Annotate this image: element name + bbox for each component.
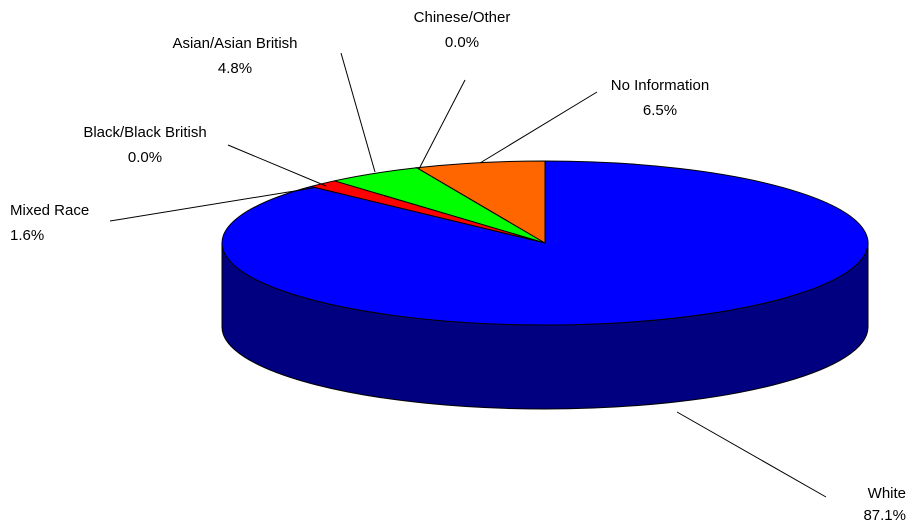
label-name-black: Black/Black British [83, 124, 206, 141]
label-name-white: White [868, 485, 906, 502]
pie-body [221, 160, 869, 410]
label-name-asian: Asian/Asian British [172, 35, 297, 52]
label-pct-chinese: 0.0% [445, 34, 479, 51]
label-pct-black: 0.0% [128, 149, 162, 166]
leader-line-white [676, 411, 827, 498]
label-name-chinese: Chinese/Other [414, 9, 511, 26]
label-name-noinfo: No Information [611, 77, 709, 94]
pie-slice-noinfo [415, 160, 546, 244]
leader-line-noinfo [479, 91, 598, 164]
slice-labels: White 87.1% Mixed Race 1.6% Black/Black Brit… [10, 9, 906, 524]
label-pct-asian: 4.8% [218, 60, 252, 77]
leader-line-chinese [418, 79, 466, 170]
label-pct-noinfo: 6.5% [643, 102, 677, 119]
leader-line-black [227, 144, 327, 187]
leader-line-mixed [109, 187, 314, 222]
leader-line-asian [340, 52, 376, 173]
label-name-mixed: Mixed Race [10, 202, 89, 219]
label-pct-mixed: 1.6% [10, 227, 44, 244]
label-pct-white: 87.1% [863, 507, 906, 524]
